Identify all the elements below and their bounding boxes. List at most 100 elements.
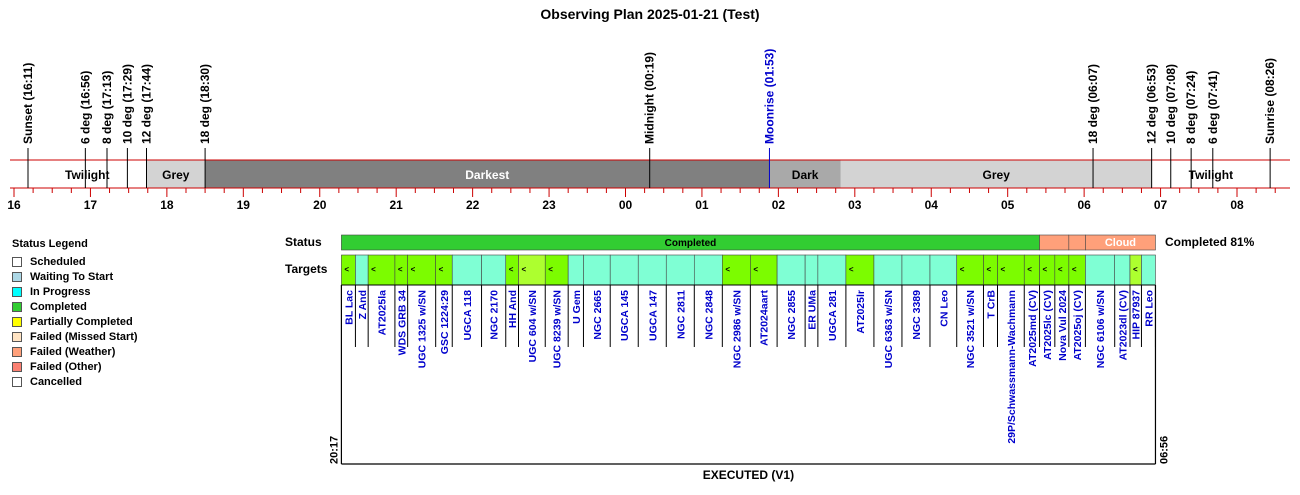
sky-band	[146, 160, 206, 188]
hour-tick-label: 17	[84, 198, 98, 212]
target-name: ER UMa	[806, 290, 818, 330]
target-name: HIP 87937	[1131, 290, 1143, 340]
event-label: 10 deg (17:29)	[120, 64, 134, 144]
hour-tick-label: 03	[848, 198, 862, 212]
target-name: NGC 2986 w/SN	[731, 290, 743, 368]
legend-swatch	[12, 256, 22, 267]
target-block	[997, 254, 1025, 286]
target-name: RR Leo	[1143, 290, 1155, 327]
target-mark: <	[344, 265, 349, 274]
hour-tick-label: 07	[1154, 198, 1168, 212]
target-name: AT2023dl (CV)	[1117, 290, 1129, 360]
sky-band-label: Grey	[983, 168, 1011, 182]
target-block	[481, 254, 507, 286]
hour-tick-label: 16	[7, 198, 21, 212]
target-mark: <	[439, 265, 444, 274]
target-block	[750, 254, 778, 286]
status-row-label: Status	[285, 235, 322, 249]
target-name: Z And	[357, 290, 369, 319]
sky-band	[205, 160, 770, 188]
target-block	[776, 254, 806, 286]
target-block	[873, 254, 903, 286]
event-label: Midnight (00:19)	[643, 52, 657, 144]
legend-item: Completed	[12, 299, 162, 314]
legend-title: Status Legend	[12, 238, 88, 250]
event-label: 12 deg (06:53)	[1145, 64, 1159, 144]
event-label: 18 deg (06:07)	[1086, 64, 1100, 144]
target-name: 29P/Schwassmann-Wachmann	[1006, 290, 1018, 444]
legend-swatch	[12, 361, 22, 372]
legend-label: Waiting To Start	[30, 270, 114, 283]
target-mark: <	[753, 265, 758, 274]
legend-label: Scheduled	[30, 255, 86, 268]
target-name: AT2025oj (CV)	[1072, 290, 1084, 360]
sky-band-label: Twilight	[1189, 168, 1233, 182]
target-name: NGC 2665	[592, 290, 604, 340]
event-label: 12 deg (17:44)	[139, 64, 153, 144]
event-label: 8 deg (17:13)	[100, 71, 114, 144]
target-name: UGC 604 w/SN	[527, 290, 539, 362]
target-name: HH And	[507, 290, 519, 328]
target-name: NGC 3521 w/SN	[965, 290, 977, 368]
target-mark: <	[548, 265, 553, 274]
status-segment	[1085, 234, 1156, 251]
target-mark: <	[411, 265, 416, 274]
target-mark: <	[521, 265, 526, 274]
target-name: UGC 1325 w/SN	[417, 290, 429, 368]
hour-tick-label: 21	[390, 198, 404, 212]
hour-tick-label: 18	[160, 198, 174, 212]
target-mark: <	[1058, 265, 1063, 274]
legend-item: In Progress	[12, 284, 162, 299]
sky-band-label: Dark	[792, 168, 819, 182]
legend-item: Waiting To Start	[12, 269, 162, 284]
target-name: AT2025lr	[855, 290, 867, 334]
target-name: AT2024aart	[759, 290, 771, 346]
status-segment-label: Cloud	[1105, 237, 1136, 249]
legend-swatch	[12, 346, 22, 357]
legend-label: Cancelled	[30, 375, 82, 388]
target-name: CN Leo	[938, 290, 950, 327]
target-name: Nova Vul 2024	[1057, 290, 1069, 361]
event-label: 8 deg (07:24)	[1184, 71, 1198, 144]
status-segment	[1068, 234, 1086, 251]
status-segment	[1039, 234, 1070, 251]
sky-band-label: Twilight	[65, 168, 109, 182]
targets-row-label: Targets	[285, 262, 328, 276]
hour-tick-label: 04	[925, 198, 939, 212]
target-mark: <	[725, 265, 730, 274]
target-name: UGCA 145	[619, 290, 631, 341]
target-mark: <	[1043, 265, 1048, 274]
target-block	[929, 254, 958, 286]
target-block	[1114, 254, 1131, 286]
target-block	[1085, 254, 1115, 286]
executed-start-time: 20:17	[328, 436, 340, 464]
legend-item: Cancelled	[12, 374, 162, 389]
legend-swatch	[12, 286, 22, 297]
legend-label: Failed (Weather)	[30, 345, 116, 358]
target-block	[804, 254, 819, 286]
legend-label: Failed (Other)	[30, 360, 102, 373]
target-name: NGC 2811	[675, 290, 687, 339]
legend-item: Scheduled	[12, 254, 162, 269]
legend-swatch	[12, 331, 22, 342]
target-block	[956, 254, 984, 286]
target-mark: <	[1000, 265, 1005, 274]
target-mark: <	[398, 265, 403, 274]
legend-label: Failed (Missed Start)	[30, 330, 138, 343]
target-name: UGCA 147	[647, 290, 659, 341]
target-block	[693, 254, 723, 286]
target-block	[1141, 254, 1156, 286]
target-mark: <	[960, 265, 965, 274]
hour-tick-label: 00	[619, 198, 633, 212]
legend-item: Failed (Weather)	[12, 344, 162, 359]
status-summary: Completed 81%	[1165, 235, 1255, 249]
sky-band	[1151, 160, 1271, 188]
event-label: 10 deg (07:08)	[1164, 64, 1178, 144]
target-mark: <	[509, 265, 514, 274]
target-name: NGC 2855	[786, 290, 798, 340]
legend-label: Completed	[30, 300, 87, 313]
sky-band	[28, 160, 147, 188]
target-name: WDS GRB 34	[396, 290, 408, 356]
target-name: UGC 6363 w/SN	[883, 290, 895, 368]
